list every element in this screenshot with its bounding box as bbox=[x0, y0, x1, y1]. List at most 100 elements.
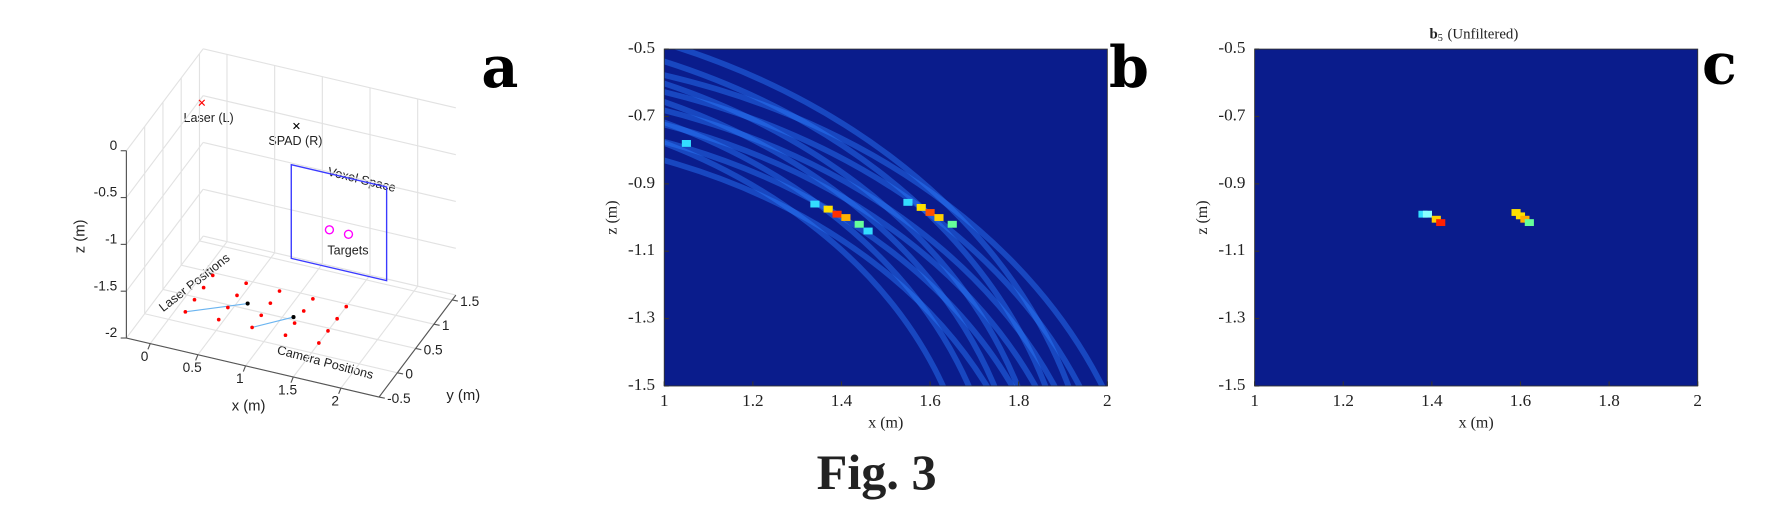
target bbox=[324, 225, 335, 235]
laser-position bbox=[326, 329, 330, 333]
z-tick-label: 0 bbox=[110, 138, 118, 153]
voxel-space bbox=[290, 163, 388, 282]
x-tick-label: 1.6 bbox=[919, 391, 941, 410]
y-tick-label: 0 bbox=[405, 367, 413, 382]
hotspot bbox=[934, 214, 944, 221]
grid-line bbox=[197, 252, 276, 356]
laser-position bbox=[301, 309, 306, 313]
annotation: Laser (L) bbox=[184, 111, 234, 125]
x-tick-label: 1.2 bbox=[742, 391, 763, 410]
heatmap-panel: 1 1.2 1.4 1.6 1.8 2 -1.5 -1.3 -1.1 -0.9 -0.7 -0.5 x … bbox=[604, 38, 1112, 431]
y-tick-label: 1.5 bbox=[460, 294, 479, 309]
x-tick-label: 1.8 bbox=[1598, 391, 1619, 410]
laser-position bbox=[283, 333, 288, 338]
y-tick-label: -0.5 bbox=[628, 38, 655, 57]
panel-label: b bbox=[1109, 34, 1149, 101]
y-tick-label: -1.5 bbox=[1218, 375, 1245, 394]
annotation: SPAD (R) bbox=[268, 134, 322, 148]
title-sub: 5 bbox=[1438, 33, 1443, 44]
target bbox=[343, 229, 354, 239]
tick bbox=[242, 365, 247, 372]
z-tick-label: -1 bbox=[105, 231, 117, 246]
grid-line bbox=[125, 188, 204, 292]
grid-line bbox=[149, 241, 228, 344]
tick bbox=[415, 347, 422, 351]
caption: Fig. 3 bbox=[817, 444, 937, 500]
camera-position bbox=[291, 315, 296, 320]
heatmap-panel: 1 1.2 1.4 1.6 1.8 2 -1.5 -1.3 -1.1 -0.9 -0.7 -0.5 x … bbox=[1194, 38, 1702, 431]
hotspot bbox=[841, 214, 851, 221]
heatmap-background bbox=[1254, 49, 1698, 386]
grid-line bbox=[203, 235, 456, 296]
y-tick-label: -1.1 bbox=[628, 240, 655, 259]
z-tick-label: -0.5 bbox=[94, 185, 118, 200]
y-tick-label: -0.9 bbox=[1218, 173, 1245, 192]
heatmap-cells bbox=[1418, 209, 1534, 227]
laser-position bbox=[311, 296, 315, 301]
y-tick-label: -0.9 bbox=[628, 173, 655, 192]
annotation: Targets bbox=[327, 244, 368, 258]
grid-line bbox=[203, 95, 456, 156]
tick bbox=[433, 323, 440, 326]
y-tick-label: -1.3 bbox=[1218, 308, 1245, 327]
x-tick-label: 2 bbox=[331, 393, 339, 408]
y-tick-label: -0.5 bbox=[1218, 38, 1245, 57]
laser-position bbox=[216, 317, 221, 322]
hotspot bbox=[925, 209, 935, 216]
grid-line bbox=[203, 141, 456, 203]
grid-line bbox=[125, 95, 204, 198]
panel-label: c bbox=[1702, 31, 1737, 98]
hotspot bbox=[832, 210, 842, 218]
axis-line bbox=[126, 337, 380, 398]
y-tick-label: -1.5 bbox=[628, 375, 655, 394]
spad-marker bbox=[293, 122, 300, 130]
laser-position bbox=[235, 293, 239, 298]
y-tick-label: -0.5 bbox=[387, 391, 411, 406]
grid-line bbox=[340, 285, 419, 389]
hotspot bbox=[1436, 219, 1446, 227]
x-tick-label: 1.2 bbox=[1333, 391, 1354, 410]
y-tick-label: -1.1 bbox=[1218, 240, 1245, 259]
ray bbox=[251, 316, 294, 328]
laser-position bbox=[292, 321, 297, 325]
z-tick-label: -1.5 bbox=[94, 278, 118, 293]
camera-position bbox=[245, 301, 250, 306]
y-tick-label: -0.7 bbox=[1218, 105, 1246, 124]
heatmap-background bbox=[664, 49, 1108, 386]
laser-position bbox=[226, 305, 230, 310]
x-tick-label: 1 bbox=[1250, 391, 1259, 410]
tick bbox=[378, 396, 385, 399]
tick bbox=[397, 372, 404, 375]
laser-position bbox=[277, 289, 282, 293]
tick bbox=[147, 343, 151, 350]
title-main: b bbox=[1430, 27, 1438, 43]
laser-position bbox=[244, 281, 248, 286]
grid-line bbox=[144, 313, 398, 374]
chart-title: b5 (Unfiltered) bbox=[1430, 27, 1519, 44]
panel-label: a bbox=[481, 34, 518, 101]
heatmap-cells bbox=[664, 49, 1106, 386]
ray bbox=[185, 302, 248, 313]
hotspot bbox=[810, 200, 820, 208]
laser-position bbox=[183, 310, 188, 314]
hotspot bbox=[854, 220, 864, 228]
x-tick-label: 1 bbox=[660, 391, 669, 410]
y-tick-label: 1 bbox=[442, 318, 450, 333]
x-tick-label: 0.5 bbox=[183, 360, 202, 375]
y-tick-label: -0.7 bbox=[628, 105, 656, 124]
laser-position bbox=[317, 341, 321, 345]
tick bbox=[338, 387, 342, 395]
hotspot bbox=[947, 220, 957, 228]
laser-position bbox=[250, 325, 254, 330]
hotspot bbox=[823, 205, 833, 213]
grid-line bbox=[125, 235, 204, 339]
hotspot bbox=[1422, 210, 1433, 218]
tick bbox=[290, 376, 294, 383]
grid-line bbox=[292, 274, 371, 378]
x-tick-label: 1.6 bbox=[1510, 391, 1532, 410]
x-axis-label: x (m) bbox=[232, 398, 266, 414]
grid-line bbox=[125, 48, 204, 152]
x-tick-label: 1.5 bbox=[278, 382, 297, 397]
title-rest: (Unfiltered) bbox=[1447, 27, 1518, 43]
